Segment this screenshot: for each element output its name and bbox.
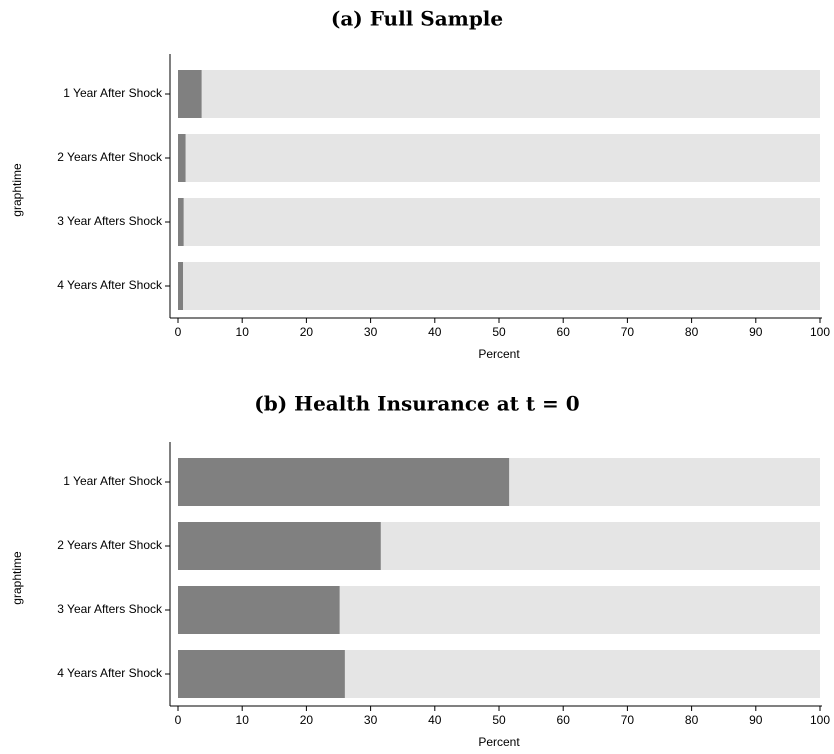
x-tick-label: 100 — [810, 325, 830, 339]
x-axis-label: Percent — [478, 347, 520, 361]
bar-segment — [380, 522, 820, 570]
x-tick-label: 60 — [557, 713, 571, 727]
x-tick-label: 10 — [236, 325, 250, 339]
bar-segment — [178, 650, 345, 698]
y-tick-label: 2 Years After Shock — [57, 538, 163, 552]
x-tick-label: 70 — [621, 713, 635, 727]
bar-segment — [178, 198, 184, 246]
bar-segment — [509, 458, 820, 506]
x-tick-label: 80 — [685, 325, 699, 339]
x-tick-label: 10 — [236, 713, 250, 727]
x-tick-label: 70 — [621, 325, 635, 339]
x-tick-label: 0 — [175, 713, 182, 727]
x-tick-label: 90 — [749, 325, 763, 339]
bar-segment — [183, 262, 821, 310]
x-tick-label: 100 — [810, 713, 830, 727]
bar-segment — [178, 522, 381, 570]
x-tick-label: 50 — [492, 713, 506, 727]
y-tick-label: 4 Years After Shock — [57, 278, 163, 292]
bar-segment — [185, 134, 821, 182]
bar-segment — [178, 458, 510, 506]
x-tick-label: 30 — [364, 713, 378, 727]
y-tick-label: 1 Year After Shock — [63, 474, 163, 488]
bar-segment — [178, 70, 202, 118]
x-tick-label: 60 — [557, 325, 571, 339]
y-tick-label: 4 Years After Shock — [57, 666, 163, 680]
bar-segment — [344, 650, 820, 698]
x-tick-label: 40 — [428, 713, 442, 727]
x-tick-label: 90 — [749, 713, 763, 727]
bar-segment — [183, 198, 820, 246]
x-axis-label: Percent — [478, 735, 520, 749]
x-tick-label: 0 — [175, 325, 182, 339]
x-tick-label: 80 — [685, 713, 699, 727]
bar-segment — [178, 262, 184, 310]
x-tick-label: 30 — [364, 325, 378, 339]
bar-segment — [339, 586, 820, 634]
y-axis-label: graphtime — [10, 551, 24, 605]
chart-title: (a) Full Sample — [331, 7, 503, 31]
y-tick-label: 2 Years After Shock — [57, 150, 163, 164]
chart-title: (b) Health Insurance at t = 0 — [254, 392, 579, 416]
bar-segment — [178, 586, 340, 634]
y-tick-label: 3 Year Afters Shock — [57, 602, 163, 616]
x-tick-label: 20 — [300, 325, 314, 339]
y-tick-label: 1 Year After Shock — [63, 86, 163, 100]
x-tick-label: 40 — [428, 325, 442, 339]
y-axis-label: graphtime — [10, 163, 24, 217]
x-tick-label: 50 — [492, 325, 506, 339]
bar-segment — [178, 134, 186, 182]
x-tick-label: 20 — [300, 713, 314, 727]
y-tick-label: 3 Year Afters Shock — [57, 214, 163, 228]
bar-segment — [201, 70, 820, 118]
